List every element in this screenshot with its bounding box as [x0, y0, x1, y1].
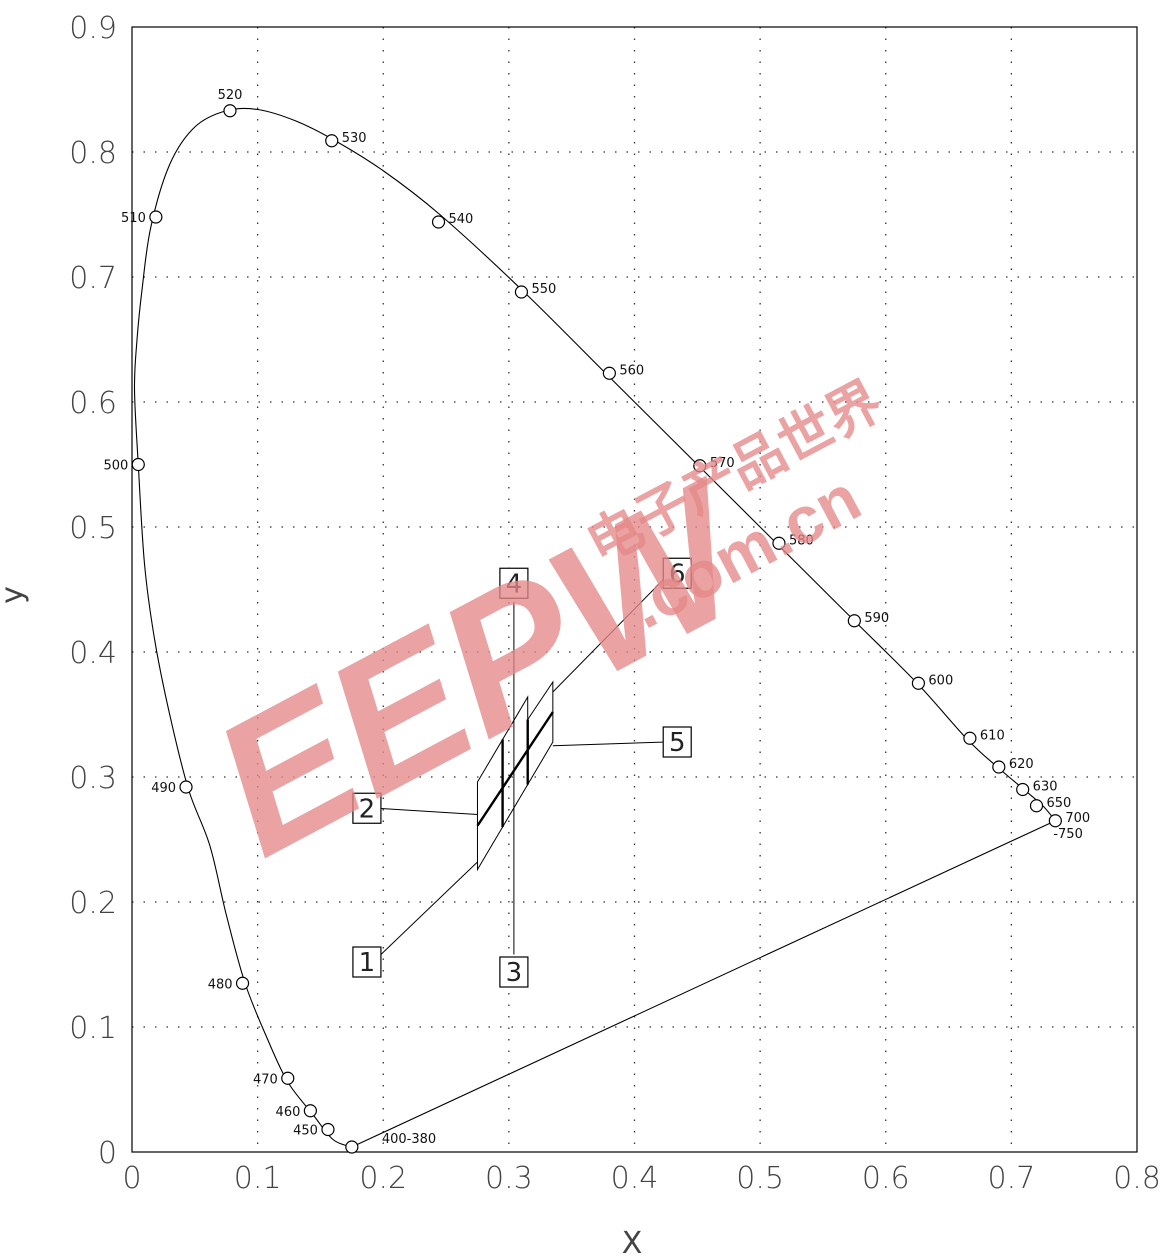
wavelength-label: 490 — [151, 781, 176, 796]
wavelength-marker — [772, 536, 786, 550]
wavelength-marker — [223, 104, 237, 118]
plot-frame — [131, 26, 1138, 1153]
wavelength-label: 550 — [531, 282, 556, 297]
y-tick-label: 0.8 — [69, 136, 117, 171]
annotation-box — [499, 956, 529, 988]
wavelength-label: 580 — [789, 533, 814, 548]
x-tick-label: 0.3 — [485, 1161, 533, 1196]
leader-line-1 — [376, 861, 478, 959]
wavelength-label: 620 — [1009, 757, 1034, 772]
x-axis-ticks: 0 0.1 0.2 0.3 0.4 0.5 0.6 0.7 0.8 — [122, 1161, 1160, 1196]
wavelength-label: 480 — [208, 977, 233, 992]
wavelength-marker — [179, 780, 193, 794]
wavelength-marker — [325, 134, 339, 148]
purple-line — [351, 820, 1056, 1148]
wavelength-marker — [1016, 782, 1030, 797]
annotation-box-label: 2 — [359, 794, 376, 824]
region-quads — [476, 680, 554, 872]
wavelength-label: 590 — [864, 611, 889, 626]
leader-line-5 — [552, 741, 666, 747]
x-tick-label: 0.6 — [862, 1161, 910, 1196]
annotation-box — [499, 567, 529, 599]
x-tick-label: 0.1 — [234, 1161, 282, 1196]
wavelength-label: -750 — [1053, 827, 1083, 842]
wavelength-label: 400-380 — [382, 1132, 436, 1147]
y-tick-label: 0 — [98, 1136, 117, 1171]
annotation-box-label: 3 — [506, 958, 523, 988]
annotation-box — [352, 792, 382, 824]
wavelength-marker — [1029, 799, 1044, 813]
wavelength-label: 530 — [342, 131, 367, 146]
wavelength-marker — [131, 457, 145, 472]
wavelength-label: 700 — [1065, 811, 1090, 826]
wavelength-points: 400-380 450 460 470 480 490 500 510 520 530 540 550… — [103, 88, 1090, 1154]
wavelength-marker — [514, 285, 529, 299]
wavelength-label: 500 — [103, 459, 128, 474]
wavelength-marker — [992, 760, 1006, 774]
annotation-box-label: 1 — [359, 948, 376, 978]
y-tick-label: 0.9 — [69, 11, 117, 46]
y-tick-label: 0.7 — [69, 261, 117, 296]
y-tick-label: 0.1 — [69, 1011, 117, 1046]
x-tick-label: 0.8 — [1113, 1161, 1161, 1196]
wavelength-label: 510 — [121, 211, 146, 226]
y-axis-label: y — [0, 586, 30, 604]
wavelength-marker — [431, 215, 446, 229]
y-tick-label: 0.6 — [69, 386, 117, 421]
x-tick-label: 0.7 — [988, 1161, 1036, 1196]
wavelength-marker — [281, 1071, 295, 1085]
leader-line-6 — [552, 576, 667, 693]
y-tick-label: 0.5 — [69, 511, 117, 546]
wavelength-label: 540 — [449, 212, 474, 227]
wavelength-label: 460 — [276, 1105, 301, 1120]
x-tick-label: 0 — [122, 1161, 141, 1196]
annotation-box-label: 5 — [669, 728, 686, 758]
x-tick-label: 0.2 — [359, 1161, 407, 1196]
wavelength-marker — [345, 1140, 359, 1154]
wavelength-marker — [847, 614, 861, 628]
wavelength-label: 610 — [980, 728, 1005, 743]
wavelength-label: 570 — [710, 456, 735, 471]
x-tick-label: 0.4 — [611, 1161, 659, 1196]
wavelength-label: 630 — [1033, 780, 1058, 795]
wavelength-label: 650 — [1047, 796, 1072, 811]
wavelength-label: 470 — [253, 1072, 278, 1087]
wavelength-label: 600 — [928, 673, 953, 688]
wavelength-marker — [693, 459, 707, 473]
y-tick-label: 0.3 — [69, 761, 117, 796]
y-axis-ticks: 0 0.1 0.2 0.3 0.4 0.5 0.6 0.7 0.8 0.9 — [69, 11, 117, 1171]
annotation-box — [352, 946, 382, 978]
y-tick-label: 0.4 — [69, 636, 117, 671]
wavelength-marker — [911, 676, 926, 690]
wavelength-marker — [321, 1122, 335, 1137]
region-divider — [476, 711, 554, 827]
wavelength-marker — [235, 976, 250, 990]
x-axis-label: X — [622, 1226, 643, 1260]
annotation-box — [662, 726, 692, 758]
x-tick-label: 0.5 — [736, 1161, 784, 1196]
wavelength-marker — [1048, 814, 1062, 828]
annotation-box-label: 4 — [506, 569, 523, 599]
annotation-boxes: 1 2 3 4 5 6 — [352, 557, 692, 988]
wavelength-marker — [149, 210, 163, 224]
leader-line-2 — [376, 807, 478, 815]
wavelength-marker — [963, 731, 977, 745]
wavelength-marker — [303, 1104, 317, 1118]
wavelength-marker — [602, 366, 616, 380]
annotation-box-label: 6 — [669, 559, 686, 589]
y-tick-label: 0.2 — [69, 886, 117, 921]
wavelength-label: 560 — [619, 363, 644, 378]
annotation-box — [662, 557, 692, 589]
wavelength-label: 450 — [293, 1124, 318, 1139]
wavelength-label: 520 — [218, 88, 243, 103]
